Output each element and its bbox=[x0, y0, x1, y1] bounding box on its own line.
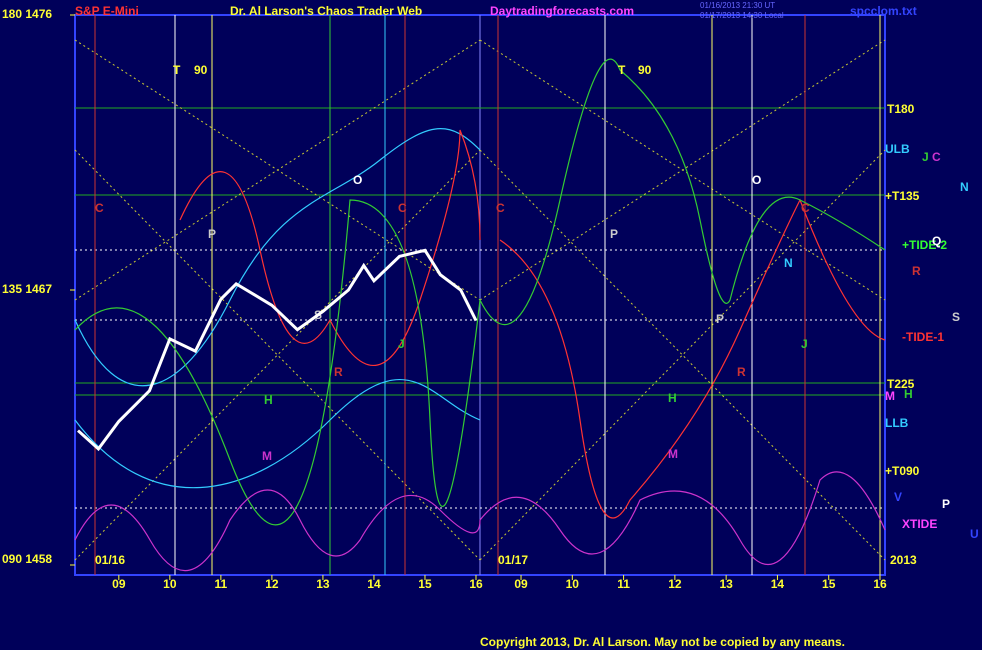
x-tick-label: 15 bbox=[822, 577, 836, 591]
annotation: 90 bbox=[638, 63, 652, 77]
right-label: T180 bbox=[887, 102, 915, 116]
diag-line bbox=[479, 149, 886, 561]
annotation: P bbox=[610, 227, 618, 241]
labels: S&P E-Mini Dr. Al Larson's Chaos Trader … bbox=[75, 1, 979, 649]
x-tick-label: 14 bbox=[771, 577, 785, 591]
diag-line bbox=[74, 149, 481, 561]
planet: N bbox=[960, 180, 969, 194]
annotation: 90 bbox=[194, 63, 208, 77]
planet: P bbox=[942, 497, 950, 511]
stamp: 01/17/2013 14:30 Local bbox=[700, 11, 784, 20]
annotation: M bbox=[262, 449, 272, 463]
diag-line bbox=[479, 39, 886, 301]
date-label: 01/17 bbox=[498, 553, 528, 567]
annotation: C bbox=[398, 201, 407, 215]
chart-title: S&P E-Mini bbox=[75, 4, 139, 18]
diag-line bbox=[74, 149, 481, 561]
horizontal-lines bbox=[75, 107, 885, 396]
right-label: -TIDE-1 bbox=[902, 330, 944, 344]
annotation: J bbox=[398, 337, 405, 351]
x-tick-label: 12 bbox=[668, 577, 682, 591]
planet: R bbox=[912, 264, 921, 278]
planet: U bbox=[970, 527, 979, 541]
chart-subtitle: Dr. Al Larson's Chaos Trader Web bbox=[230, 4, 422, 18]
annotation: O bbox=[752, 173, 761, 187]
vertical-lines bbox=[94, 15, 881, 575]
x-tick-label: 09 bbox=[112, 577, 126, 591]
annotation: T bbox=[618, 63, 626, 77]
annotation: H bbox=[668, 391, 677, 405]
planet: M bbox=[885, 389, 895, 403]
x-tick-label: 11 bbox=[617, 577, 630, 591]
y-tick-label: 180 1476 bbox=[2, 7, 52, 21]
x-tick-label: 10 bbox=[566, 577, 580, 591]
right-label: +T090 bbox=[885, 464, 920, 478]
y-tick-label: 135 1467 bbox=[2, 282, 52, 296]
planet: V bbox=[894, 490, 902, 504]
annotation: H bbox=[264, 393, 273, 407]
planet: Q bbox=[932, 234, 941, 248]
x-tick-label: 15 bbox=[418, 577, 432, 591]
y-tick-label: 090 1458 bbox=[2, 552, 52, 566]
annotation: R bbox=[737, 365, 746, 379]
annotation: P bbox=[716, 312, 724, 326]
diagonal-lines bbox=[74, 39, 886, 561]
annotation: M bbox=[668, 447, 678, 461]
annotation: P bbox=[208, 227, 216, 241]
annotation: C bbox=[801, 201, 810, 215]
right-label: ULB bbox=[885, 142, 910, 156]
green-curve bbox=[74, 58, 886, 526]
x-tick-label: 09 bbox=[514, 577, 528, 591]
annotation: J bbox=[801, 337, 808, 351]
xtide-curve bbox=[74, 471, 886, 572]
annotation: O bbox=[353, 173, 362, 187]
copyright: Copyright 2013, Dr. Al Larson. May not b… bbox=[480, 635, 845, 649]
cyan-curve bbox=[74, 128, 481, 387]
model-curves bbox=[74, 58, 886, 572]
diag-line bbox=[74, 39, 481, 301]
date-label: 01/16 bbox=[95, 553, 125, 567]
cyan-curve bbox=[74, 378, 481, 489]
x-tick-label: 13 bbox=[719, 577, 733, 591]
right-label: +T135 bbox=[885, 189, 920, 203]
overlay bbox=[74, 14, 886, 576]
x-tick-label: 11 bbox=[215, 577, 228, 591]
annotation: C bbox=[95, 201, 104, 215]
x-tick-label: 16 bbox=[469, 577, 483, 591]
red-curve bbox=[499, 198, 886, 519]
price-line bbox=[76, 248, 478, 452]
site: Daytradingforecasts.com bbox=[490, 4, 634, 18]
right-label: +TIDE-2 bbox=[902, 238, 947, 252]
stamp: 01/16/2013 21:30 UT bbox=[700, 1, 775, 10]
right-label: LLB bbox=[885, 416, 909, 430]
right-label: XTIDE bbox=[902, 517, 937, 531]
red-curve bbox=[179, 129, 481, 366]
file-name: spcclom.txt bbox=[850, 4, 917, 18]
x-tick-label: 14 bbox=[367, 577, 381, 591]
planet: S bbox=[952, 310, 960, 324]
annotation: R bbox=[334, 365, 343, 379]
diag-line bbox=[479, 149, 886, 561]
right-label: T225 bbox=[887, 377, 915, 391]
x-tick-label: 16 bbox=[873, 577, 887, 591]
planet: H bbox=[904, 387, 913, 401]
x-tick-label: 13 bbox=[316, 577, 330, 591]
planet: C bbox=[932, 150, 941, 164]
annotation: N bbox=[784, 256, 793, 270]
date-label: 2013 bbox=[890, 553, 917, 567]
annotation: T bbox=[173, 63, 181, 77]
x-tick-label: 12 bbox=[265, 577, 279, 591]
annotation: C bbox=[496, 201, 505, 215]
x-tick-label: 10 bbox=[163, 577, 177, 591]
planet: J bbox=[922, 150, 929, 164]
